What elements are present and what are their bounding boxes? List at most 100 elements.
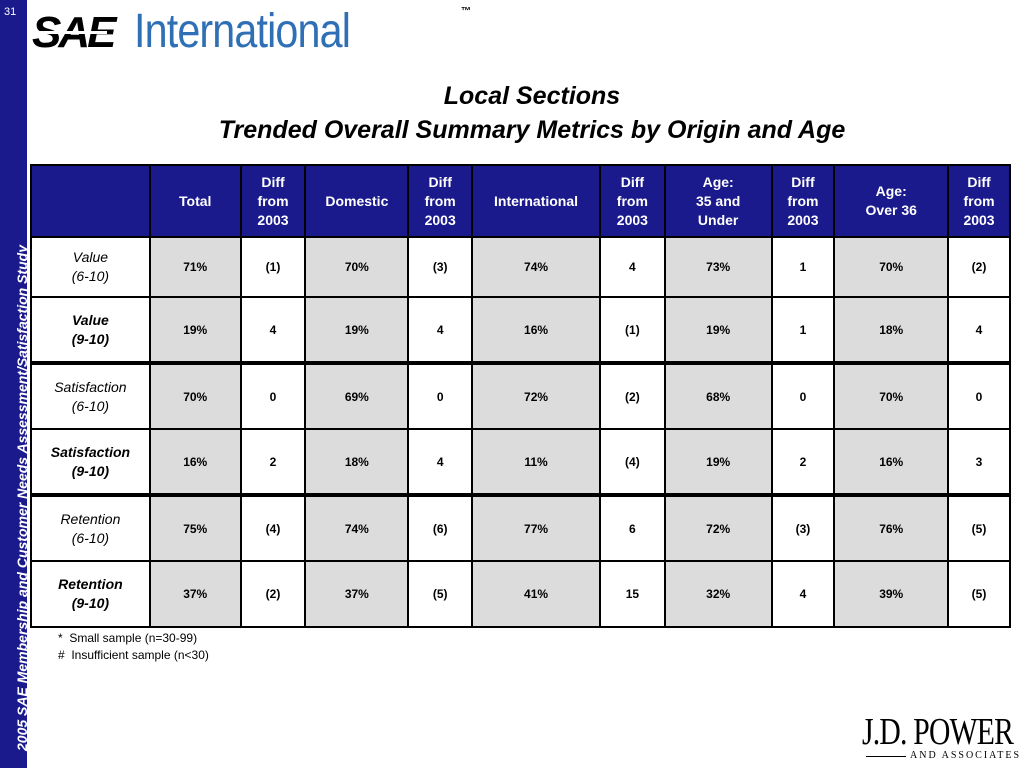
metric-cell: 77% — [471, 493, 601, 562]
row-label: Retention (6-10) — [30, 493, 151, 562]
diff-cell: 4 — [407, 296, 474, 364]
header-cell: Diff from 2003 — [770, 164, 836, 238]
diff-cell: 2 — [239, 428, 307, 496]
diff-cell: (5) — [947, 560, 1011, 628]
jd-power-rule — [866, 756, 906, 757]
trademark-symbol: ™ — [461, 6, 471, 17]
diff-cell: 1 — [770, 296, 836, 364]
slide-title: Local Sections — [443, 82, 621, 110]
metric-cell: 75% — [148, 493, 242, 562]
metric-cell: 19% — [148, 296, 242, 364]
side-caption: 2005 SAE Membership and Customer Needs A… — [14, 245, 30, 751]
footnote-insufficient-sample: # Insufficient sample (n<30) — [58, 648, 209, 662]
row-label: Value (9-10) — [30, 296, 151, 364]
row-label: Satisfaction (9-10) — [30, 428, 151, 496]
jd-power-logo: J.D. POWER AND ASSOCIATES — [862, 712, 1022, 764]
header-cell: Age: 35 and Under — [663, 164, 773, 238]
metric-cell: 73% — [663, 236, 773, 298]
metric-cell: 37% — [304, 560, 410, 628]
metric-cell: 70% — [833, 361, 950, 430]
header-cell: Diff from 2003 — [407, 164, 474, 238]
diff-cell: 1 — [770, 236, 836, 298]
metric-cell: 72% — [663, 493, 773, 562]
footnote-small-sample: * Small sample (n=30-99) — [58, 631, 198, 645]
diff-cell: 2 — [770, 428, 836, 496]
diff-cell: 15 — [598, 560, 666, 628]
diff-cell: 4 — [239, 296, 307, 364]
diff-cell: (5) — [407, 560, 474, 628]
metric-cell: 16% — [148, 428, 242, 496]
header-cell: Total — [148, 164, 242, 238]
diff-cell: 0 — [770, 361, 836, 430]
jd-power-associates: AND ASSOCIATES — [910, 750, 1022, 761]
metric-cell: 11% — [471, 428, 601, 496]
jd-power-wordmark: J.D. POWER — [862, 711, 1014, 753]
header-cell: Diff from 2003 — [947, 164, 1011, 238]
diff-cell: (1) — [239, 236, 307, 298]
diff-cell: 0 — [407, 361, 474, 430]
diff-cell: 4 — [598, 236, 666, 298]
metric-cell: 18% — [304, 428, 410, 496]
metric-cell: 41% — [471, 560, 601, 628]
diff-cell: (4) — [598, 428, 666, 496]
table-row: Value (6-10) 71% (1) 70% (3) 74% 4 73% 1 70% (2) — [30, 236, 1011, 298]
diff-cell: 3 — [947, 428, 1011, 496]
diff-cell: (3) — [407, 236, 474, 298]
table-row: Value (9-10) 19% 4 19% 4 16% (1) 19% 1 18% 4 — [30, 296, 1011, 364]
metric-cell: 71% — [148, 236, 242, 298]
diff-cell: (5) — [947, 493, 1011, 562]
header-cell: Diff from 2003 — [598, 164, 666, 238]
diff-cell: (4) — [239, 493, 307, 562]
metric-cell: 70% — [833, 236, 950, 298]
header-cell: International — [471, 164, 601, 238]
metric-cell: 74% — [304, 493, 410, 562]
row-label: Retention (9-10) — [30, 560, 151, 628]
header-cell: Diff from 2003 — [239, 164, 307, 238]
diff-cell: 0 — [947, 361, 1011, 430]
metric-cell: 70% — [304, 236, 410, 298]
table-header-row: Total Diff from 2003 Domestic Diff from 200… — [30, 164, 1011, 238]
diff-cell: 6 — [598, 493, 666, 562]
row-label: Value (6-10) — [30, 236, 151, 298]
metric-cell: 74% — [471, 236, 601, 298]
metric-cell: 76% — [833, 493, 950, 562]
diff-cell: (3) — [770, 493, 836, 562]
metric-cell: 72% — [471, 361, 601, 430]
header-cell-blank — [30, 164, 151, 238]
metric-cell: 70% — [148, 361, 242, 430]
metrics-table: Total Diff from 2003 Domestic Diff from 200… — [30, 164, 1011, 628]
metric-cell: 16% — [833, 428, 950, 496]
diff-cell: 4 — [947, 296, 1011, 364]
metric-cell: 68% — [663, 361, 773, 430]
slide-number: 31 — [4, 6, 17, 18]
header-cell: Age: Over 36 — [833, 164, 950, 238]
metric-cell: 39% — [833, 560, 950, 628]
diff-cell: (2) — [598, 361, 666, 430]
table-body: Value (6-10) 71% (1) 70% (3) 74% 4 73% 1 70% (2) Va… — [30, 236, 1011, 628]
metric-cell: 19% — [663, 296, 773, 364]
metric-cell: 16% — [471, 296, 601, 364]
header-cell: Domestic — [304, 164, 410, 238]
diff-cell: (6) — [407, 493, 474, 562]
diff-cell: 4 — [407, 428, 474, 496]
sae-logo-wordmark: International — [134, 5, 351, 58]
diff-cell: 4 — [770, 560, 836, 628]
metric-cell: 18% — [833, 296, 950, 364]
row-label: Satisfaction (6-10) — [30, 361, 151, 430]
slide-subtitle: Trended Overall Summary Metrics by Origi… — [218, 116, 846, 144]
footnotes: * Small sample (n=30-99) # Insufficient … — [58, 630, 209, 664]
table-row: Retention (6-10) 75% (4) 74% (6) 77% 6 72% (3) 76… — [30, 493, 1011, 562]
metric-cell: 69% — [304, 361, 410, 430]
diff-cell: 0 — [239, 361, 307, 430]
metric-cell: 32% — [663, 560, 773, 628]
metric-cell: 19% — [663, 428, 773, 496]
table-row: Retention (9-10) 37% (2) 37% (5) 41% 15 32% 4 39%… — [30, 560, 1011, 628]
diff-cell: (2) — [947, 236, 1011, 298]
sae-logo-mark: SAE — [32, 8, 117, 57]
metric-cell: 37% — [148, 560, 242, 628]
table-row: Satisfaction (9-10) 16% 2 18% 4 11% (4) 19% 2 16%… — [30, 428, 1011, 496]
diff-cell: (1) — [598, 296, 666, 364]
diff-cell: (2) — [239, 560, 307, 628]
table-row: Satisfaction (6-10) 70% 0 69% 0 72% (2) 68% 0 70%… — [30, 361, 1011, 430]
side-band: 31 2005 SAE Membership and Customer Need… — [0, 0, 30, 768]
